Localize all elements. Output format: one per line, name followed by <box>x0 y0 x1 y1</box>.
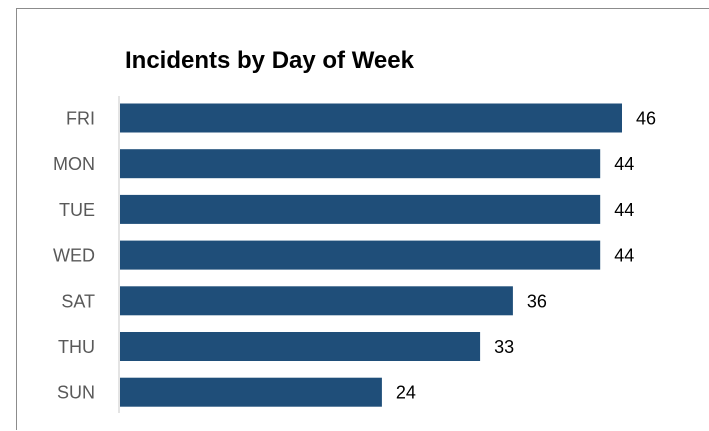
data-label-sat: 36 <box>527 291 547 311</box>
category-label-thu: THU <box>58 337 95 357</box>
bar-thu <box>120 332 481 361</box>
category-label-sun: SUN <box>57 383 95 403</box>
bars-group: FRI 46 MON 44 TUE 44 WED 44 SAT 36 THU 33 SUN 24 <box>53 103 656 407</box>
data-label-fri: 46 <box>636 109 656 129</box>
data-label-sun: 24 <box>396 383 416 403</box>
bar-tue <box>120 194 601 224</box>
bar-chart: Incidents by Day of Week FRI 46 MON 44 TUE 44… <box>53 47 656 413</box>
data-label-wed: 44 <box>614 246 634 266</box>
chart-frame: Incidents by Day of Week FRI 46 MON 44 TUE 44… <box>16 8 709 430</box>
bar-sat <box>120 286 513 316</box>
bar-fri <box>120 103 622 133</box>
bar-sun <box>120 377 382 407</box>
data-label-tue: 44 <box>614 200 634 220</box>
data-label-thu: 33 <box>494 337 514 357</box>
category-label-mon: MON <box>53 154 95 174</box>
bar-mon <box>120 149 601 179</box>
chart-title: Incidents by Day of Week <box>125 47 415 74</box>
category-label-tue: TUE <box>59 200 95 220</box>
category-label-wed: WED <box>53 246 95 266</box>
category-label-fri: FRI <box>66 109 95 129</box>
data-label-mon: 44 <box>614 154 634 174</box>
category-label-sat: SAT <box>61 291 95 311</box>
bar-wed <box>120 240 601 270</box>
